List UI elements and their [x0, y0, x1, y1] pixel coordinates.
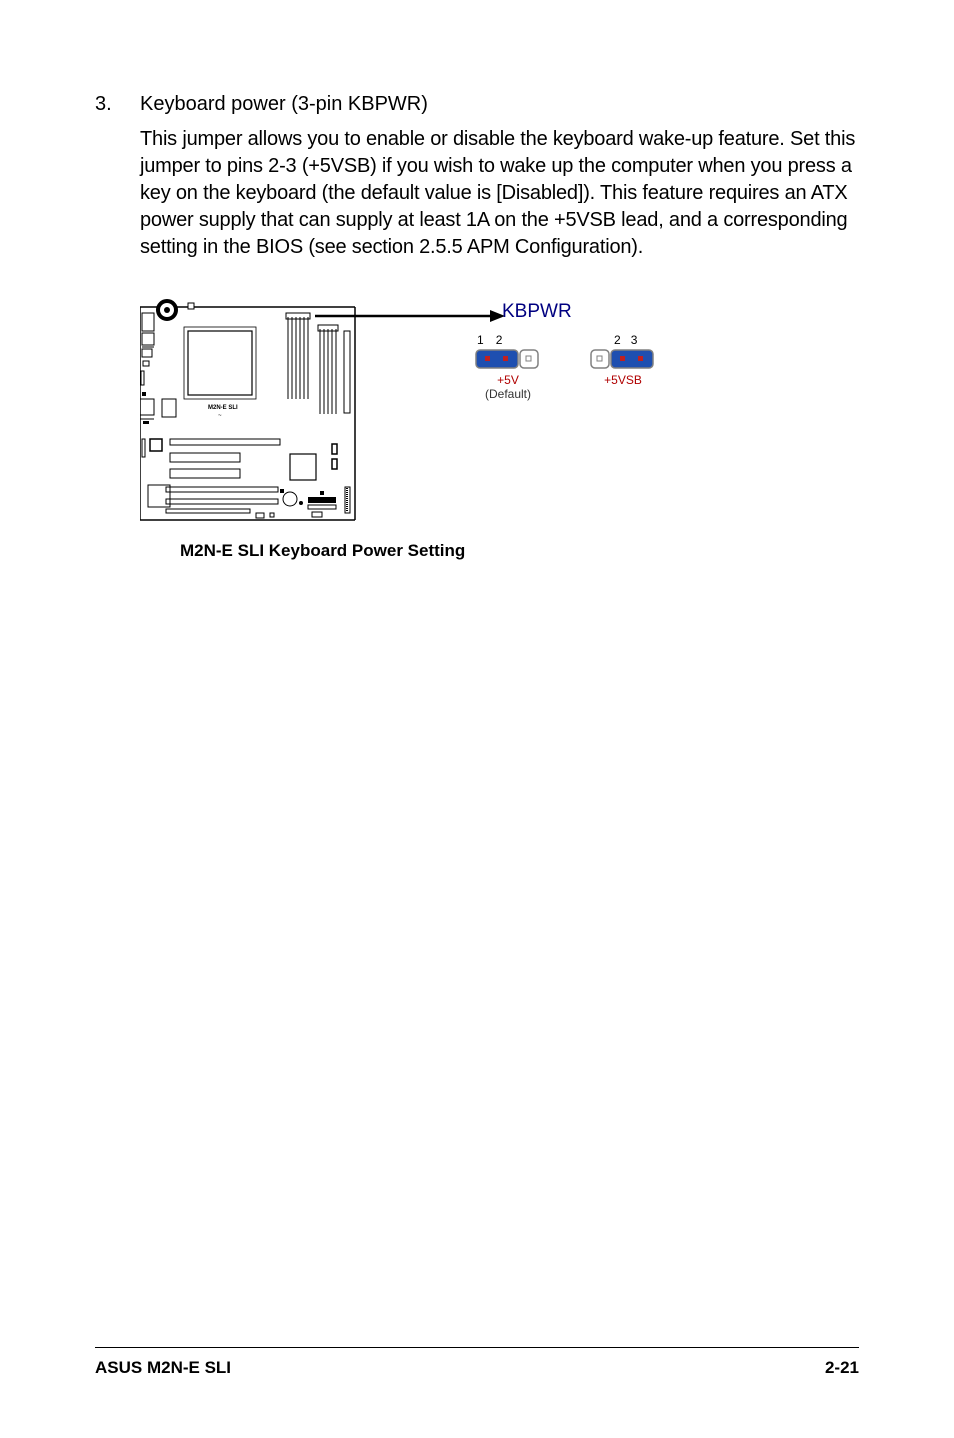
item-number: 3. [95, 90, 140, 118]
arrow-icon [315, 309, 505, 323]
list-item: 3. Keyboard power (3-pin KBPWR) This jum… [95, 90, 859, 261]
item-title: Keyboard power (3-pin KBPWR) [140, 90, 859, 118]
pin-numbers: 12 [475, 333, 541, 347]
item-description: This jumper allows you to enable or disa… [140, 126, 859, 261]
motherboard-schematic: M2N-E SLI ~ [140, 299, 370, 534]
jumper-position-1-2: 12 +5V (Default) [475, 333, 541, 401]
jumper-icon [475, 349, 541, 369]
item-body: Keyboard power (3-pin KBPWR) This jumper… [140, 90, 859, 261]
jumper-icon [590, 349, 656, 369]
diagram: M2N-E SLI ~ [140, 299, 740, 579]
pin-numbers: 23 [590, 333, 656, 347]
page: 3. Keyboard power (3-pin KBPWR) This jum… [0, 0, 954, 1438]
jumper-desc: +5V (Default) [475, 373, 541, 401]
figure-caption: M2N-E SLI Keyboard Power Setting [180, 541, 465, 561]
jumper-desc: +5VSB [590, 373, 656, 387]
footer-product: ASUS M2N-E SLI [95, 1358, 231, 1378]
mobo-model-label: M2N-E SLI [208, 405, 238, 411]
jumper-header-label: KBPWR [502, 301, 572, 323]
footer-page-number: 2-21 [825, 1358, 859, 1378]
jumper-position-2-3: 23 +5VSB [590, 333, 656, 387]
svg-text:~: ~ [218, 413, 222, 419]
page-footer: ASUS M2N-E SLI 2-21 [95, 1347, 859, 1378]
